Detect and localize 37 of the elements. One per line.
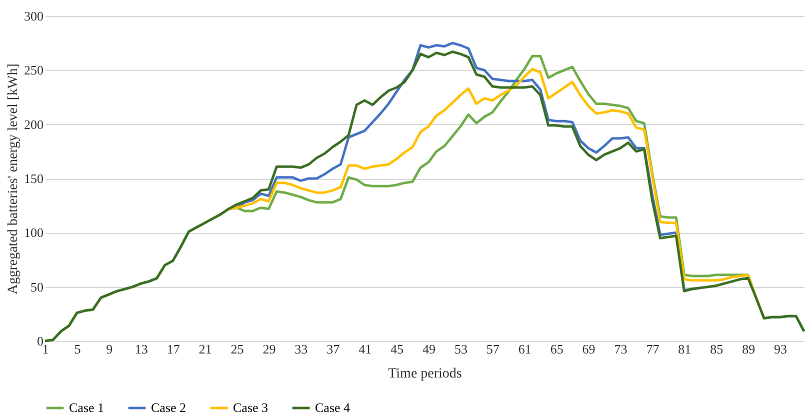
x-tick-label: 61 <box>518 342 532 356</box>
x-tick-label: 41 <box>358 342 372 356</box>
x-tick-label: 33 <box>294 342 308 356</box>
x-tick-label: 5 <box>74 342 81 356</box>
legend-label: Case 4 <box>315 400 351 415</box>
y-tick-label: 0 <box>37 334 44 348</box>
x-tick-label: 1 <box>42 342 49 356</box>
x-tick-label: 37 <box>326 342 340 356</box>
x-tick-label: 93 <box>774 342 788 356</box>
x-tick-label: 21 <box>198 342 212 356</box>
x-tick-label: 81 <box>678 342 692 356</box>
y-axis-title: Aggregated batteries' energy level [kWh] <box>6 64 21 294</box>
y-tick-label: 100 <box>24 225 44 240</box>
x-tick-label: 69 <box>582 342 596 356</box>
legend-label: Case 2 <box>151 400 186 415</box>
x-tick-label: 65 <box>550 342 564 356</box>
x-tick-label: 49 <box>422 342 436 356</box>
y-tick-label: 200 <box>24 116 44 132</box>
x-tick-label: 29 <box>262 342 276 356</box>
x-tick-label: 45 <box>390 342 404 356</box>
x-tick-label: 77 <box>646 342 660 356</box>
x-tick-label: 9 <box>106 342 113 356</box>
x-tick-label: 85 <box>710 342 724 356</box>
y-tick-label: 150 <box>24 171 44 186</box>
x-tick-label: 57 <box>486 342 500 356</box>
legend-label: Case 3 <box>233 400 268 415</box>
x-tick-label: 73 <box>614 342 628 356</box>
y-tick-label: 300 <box>24 8 44 24</box>
x-tick-label: 17 <box>166 342 180 356</box>
x-tick-label: 53 <box>454 342 468 356</box>
y-tick-label: 250 <box>24 62 44 78</box>
x-axis-title: Time periods <box>388 366 462 382</box>
y-tick-label: 50 <box>30 279 44 294</box>
x-tick-label: 13 <box>134 342 148 356</box>
x-tick-label: 89 <box>742 342 756 356</box>
legend-label: Case 1 <box>69 400 104 415</box>
x-tick-label: 25 <box>230 342 244 356</box>
